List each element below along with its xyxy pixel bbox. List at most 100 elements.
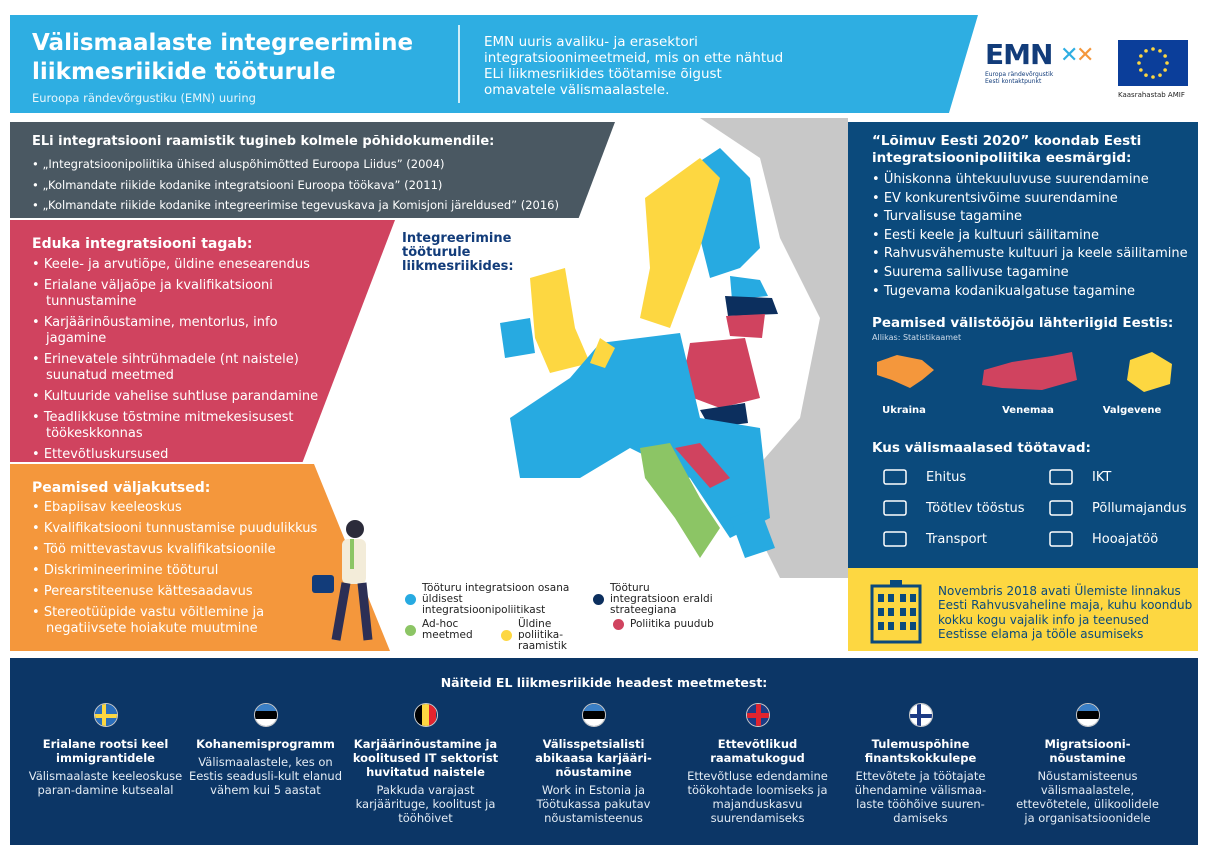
monitor-icon bbox=[1049, 469, 1073, 485]
title-line: Välismaalaste integreerimine bbox=[32, 30, 414, 56]
example-text: Ettevõtete ja töötajate ühendamine välis… bbox=[854, 769, 987, 825]
framework-panel: ELi integratsiooni raamistik tugineb kol… bbox=[10, 122, 615, 218]
example-text: Pakkuda varajast karjäärituge, koolitust… bbox=[355, 783, 496, 825]
list-item: • Stereotüüpide vastu võitlemine ja nega… bbox=[32, 605, 265, 636]
title-line: liikmesriikide tööturule bbox=[32, 59, 336, 85]
svg-text:✕: ✕ bbox=[1076, 43, 1094, 68]
sector-label: Töötlev tööstus bbox=[926, 500, 1025, 516]
list-item: • Turvalisuse tagamine bbox=[872, 209, 1022, 225]
goals-title: “Lõimuv Eesti 2020” koondab Eesti integr… bbox=[872, 133, 1142, 166]
sector-item: Põllumajandus bbox=[1048, 497, 1187, 519]
example-title: Ettevõtlikud raamatukogud bbox=[710, 737, 805, 765]
finland-flag-icon bbox=[908, 703, 933, 727]
country-silhouettes bbox=[877, 352, 1172, 392]
conveyor-icon bbox=[883, 500, 907, 516]
example-text: Work in Estonia ja Töötukassa pakutav nõ… bbox=[536, 783, 651, 825]
work-title: Kus välismaalased töötavad: bbox=[872, 440, 1091, 456]
source-note: Allikas: Statistikaamet bbox=[872, 333, 962, 342]
notice-text: Novembris 2018 avati Ülemiste linnakus E… bbox=[938, 584, 1193, 641]
legend-dot bbox=[613, 619, 624, 630]
legend-item: Tööturu integratsioon eraldi strateegian… bbox=[593, 583, 720, 616]
list-item-text: Diskrimineerimine tööturul bbox=[43, 563, 219, 578]
example-item: Ettevõtlikud raamatukogud Ettevõtluse ede… bbox=[680, 703, 835, 825]
example-item: Karjäärinõustamine ja koolitused IT sekt… bbox=[348, 703, 503, 825]
list-item: • Erialane väljaõpe ja kvalifikatsiooni … bbox=[32, 278, 273, 309]
bricks-icon bbox=[883, 469, 907, 485]
country-mainland-eu bbox=[510, 333, 770, 538]
russia-silhouette bbox=[982, 352, 1077, 390]
emn-logo-text: EMN bbox=[985, 38, 1053, 71]
seasons-icon bbox=[1049, 531, 1073, 547]
example-title: Kohanemisprogramm bbox=[196, 737, 335, 751]
list-item: • Teadlikkuse tõstmine mitmekesisusest t… bbox=[32, 410, 294, 441]
example-item: Migratsiooni-nõustamine Nõustamisteenus v… bbox=[1010, 703, 1165, 825]
eu-star-icon bbox=[1158, 49, 1162, 53]
example-title: Migratsiooni-nõustamine bbox=[1044, 737, 1131, 765]
sources-title: Peamised välistööjõu lähteriigid Eestis: bbox=[872, 315, 1174, 331]
emn-logo-sub: Europa rändevõrgustik bbox=[985, 71, 1054, 78]
bus-icon bbox=[883, 531, 907, 547]
svg-text:✕: ✕ bbox=[1060, 43, 1078, 68]
list-item-text: Töö mittevastavus kvalifikatsioonile bbox=[43, 542, 276, 557]
example-title: Karjäärinõustamine ja koolitused IT sekt… bbox=[352, 737, 499, 779]
legend-item: Poliitika puudub bbox=[613, 619, 714, 630]
notice-panel: Novembris 2018 avati Ülemiste linnakus E… bbox=[848, 568, 1198, 651]
list-item-text: Ebapiisav keeleoskus bbox=[43, 500, 182, 515]
list-item-text: Ettevõtluskursused bbox=[43, 447, 169, 462]
list-item: • Diskrimineerimine tööturul bbox=[32, 563, 219, 578]
country-poland bbox=[680, 338, 760, 408]
eu-star-icon bbox=[1151, 47, 1155, 51]
list-item-text: Tugevama kodanikualgatuse tagamine bbox=[883, 283, 1135, 299]
sector-item: Hooajatöö bbox=[1048, 528, 1158, 550]
list-item-text: Turvalisuse tagamine bbox=[883, 209, 1022, 225]
sector-label: IKT bbox=[1092, 469, 1112, 485]
list-item: • Suurema sallivuse tagamine bbox=[872, 264, 1069, 280]
list-item-text: EV konkurentsivõime suurendamine bbox=[883, 190, 1118, 206]
example-text: Nõustamisteenus välismaalastele, ettevõt… bbox=[1016, 769, 1159, 825]
eu-flag: /* none */ bbox=[1118, 40, 1188, 86]
list-item-text: „Kolmandate riikide kodanike integreerim… bbox=[42, 198, 559, 212]
list-item: • „Integratsioonipoliitika ühised aluspõ… bbox=[32, 157, 445, 171]
legend-label: Ad-hoc meetmed bbox=[422, 618, 473, 641]
country-croatia bbox=[675, 443, 730, 488]
legend-label: Tööturu integratsioon osana üldisest int… bbox=[422, 582, 570, 616]
list-item-text: Kultuuride vahelise suhtluse parandamine bbox=[43, 389, 319, 404]
sector-label: Ehitus bbox=[926, 469, 967, 485]
estonia-panel: “Lõimuv Eesti 2020” koondab Eesti integr… bbox=[848, 122, 1198, 568]
uk-flag-icon bbox=[745, 703, 770, 727]
example-text: Ettevõtluse edendamine töökohtade loomis… bbox=[687, 769, 828, 825]
list-item: • Rahvusvähemuste kultuuri ja keele säil… bbox=[872, 246, 1188, 262]
legend-dot bbox=[405, 624, 416, 636]
country-label: Ukraina bbox=[882, 405, 926, 416]
legend-label: Tööturu integratsioon eraldi strateegian… bbox=[610, 582, 713, 616]
legend-item: Ad-hoc meetmed bbox=[405, 618, 473, 641]
example-text: Välismaalaste keeleoskuse paran-damine k… bbox=[28, 769, 183, 797]
eu-caption: Kaasrahastab AMIF bbox=[1118, 91, 1185, 99]
list-item-text: Teadlikkuse tõstmine mitmekesisusest töö… bbox=[43, 410, 294, 441]
list-item-text: Karjäärinõustamine, mentorlus, info jaga… bbox=[43, 315, 278, 346]
belarus-silhouette bbox=[1127, 352, 1172, 392]
legend-dot bbox=[501, 630, 512, 641]
list-item-text: Suurema sallivuse tagamine bbox=[883, 264, 1069, 280]
eu-star-icon bbox=[1163, 54, 1167, 58]
crops-icon bbox=[1049, 500, 1073, 516]
list-item: • Perearstiteenuse kättesaadavus bbox=[32, 584, 253, 599]
framework-title: ELi integratsiooni raamistik tugineb kol… bbox=[32, 134, 495, 149]
eu-star-icon bbox=[1165, 61, 1169, 65]
intro-text: EMN uuris avaliku- ja erasektori integra… bbox=[484, 34, 784, 98]
country-netherlands bbox=[590, 338, 615, 368]
country-greece bbox=[730, 508, 775, 558]
estonia-flag-icon bbox=[581, 703, 606, 727]
eu-star-icon bbox=[1163, 68, 1167, 72]
list-item: • Ebapiisav keeleoskus bbox=[32, 500, 182, 515]
list-item: • Karjäärinõustamine, mentorlus, info ja… bbox=[32, 315, 278, 346]
country-lithuania bbox=[726, 314, 765, 338]
non-eu-land bbox=[700, 118, 848, 578]
country-italy bbox=[640, 443, 720, 558]
legend-dot bbox=[405, 594, 416, 605]
example-title: Välisspetsialisti abikaasa karjääri-nõus… bbox=[535, 737, 652, 779]
legend-label: Poliitika puudub bbox=[630, 618, 714, 630]
list-item: • Erinevatele sihtrühmadele (nt naistele… bbox=[32, 352, 299, 383]
example-item: Erialane rootsi keel immigrantidele Välis… bbox=[28, 703, 183, 797]
legend-item: Tööturu integratsioon osana üldisest int… bbox=[405, 583, 572, 616]
